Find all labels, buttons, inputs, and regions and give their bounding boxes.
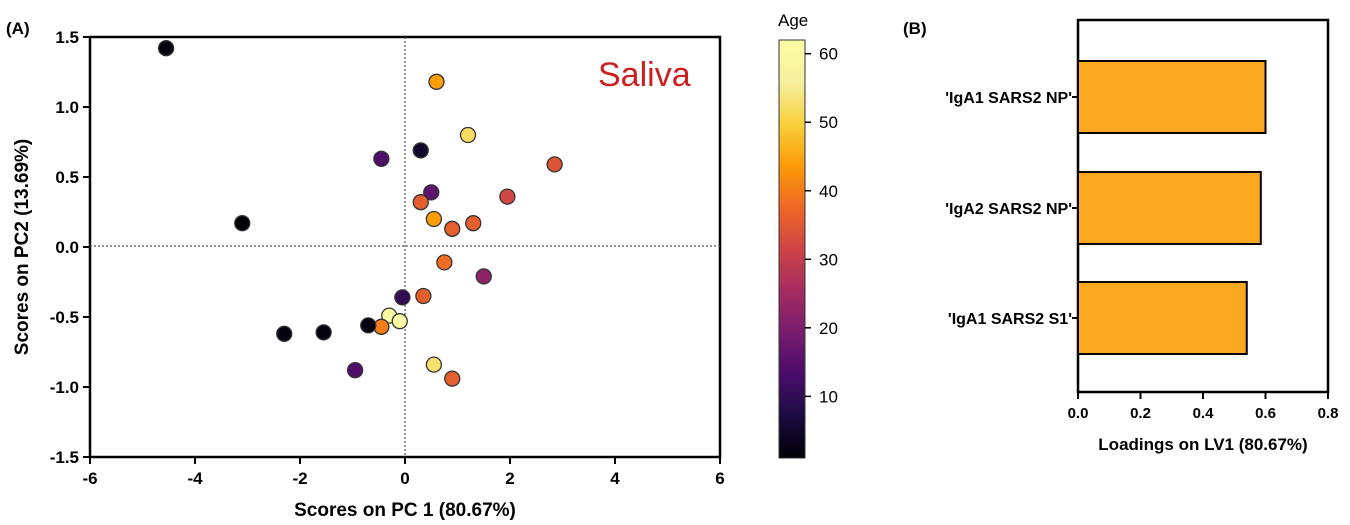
x-tick-label: -4 [187, 469, 203, 488]
y-tick-label: 0.5 [55, 168, 79, 187]
scatter-point [412, 194, 429, 211]
scatter-point [315, 324, 332, 341]
loading-bar [1077, 60, 1267, 134]
scatter-point [360, 317, 377, 334]
colorbar-gradient [778, 39, 806, 459]
scatter-point [465, 215, 482, 232]
scatter-point [499, 188, 516, 205]
panel-a-label: (A) [6, 19, 30, 38]
age-colorbar: Age 10 20 30 40 50 60 [778, 11, 838, 459]
loading-bars: 'IgA1 SARS2 NP' 'IgA2 SARS2 NP' 'IgA1 SARS… [945, 60, 1267, 355]
colorbar-tick-label: 40 [819, 182, 838, 201]
scatter-point [415, 287, 432, 305]
scatter-point [436, 254, 453, 271]
bar-x-tick-label: 0.2 [1130, 405, 1151, 422]
scatter-point [346, 362, 364, 379]
bar-category-label: 'IgA2 SARS2 NP' [945, 201, 1072, 218]
scatter-point [425, 210, 443, 228]
scatter-point [546, 156, 563, 173]
bar-x-tick-label: 0.6 [1255, 405, 1276, 422]
scatter-point [412, 142, 429, 159]
scatter-point [394, 289, 411, 306]
colorbar-tick-label: 30 [819, 250, 838, 269]
x-tick-label: -2 [292, 469, 307, 488]
bar-x-axis-ticks: 0.0 0.2 0.4 0.6 0.8 [1068, 392, 1339, 422]
scatter-point [428, 73, 445, 90]
y-tick-label: -1.5 [50, 448, 79, 467]
x-axis-title: Scores on PC 1 (80.67%) [294, 500, 516, 521]
x-tick-label: -6 [82, 469, 97, 488]
scatter-point [234, 215, 251, 232]
y-axis-title: Scores on PC2 (13.69%) [12, 139, 33, 355]
y-tick-label: 0.0 [55, 238, 79, 257]
y-tick-label: 1.0 [55, 98, 79, 117]
colorbar-ticks: 10 20 30 40 50 60 [805, 45, 838, 406]
bar-x-axis-title: Loadings on LV1 (80.67%) [1098, 435, 1307, 454]
panel-b: (B) 'IgA1 SARS2 NP''IgA2 SARS2 NP''IgA1 … [903, 18, 1339, 454]
x-tick-label: 2 [505, 469, 514, 488]
colorbar-title: Age [778, 11, 808, 30]
scatter-point [444, 370, 461, 387]
panel-b-label: (B) [903, 19, 927, 38]
y-axis-ticks: -1.5 -1.0 -0.5 0.0 0.5 1.0 1.5 [50, 28, 90, 467]
scatter-point [425, 356, 443, 373]
scatter-point [459, 126, 477, 144]
loading-bar [1077, 281, 1248, 355]
bar-category-label: 'IgA1 SARS2 NP' [945, 90, 1072, 107]
scatter-point [276, 325, 293, 342]
scatter-point [157, 40, 175, 57]
scatter-point [475, 268, 492, 285]
panel-a: (A) -6 -4 -2 0 2 4 6 -1.5-1.0-0.50.00.51.01.5 … [6, 19, 725, 521]
colorbar-tick-label: 60 [819, 45, 838, 64]
colorbar-tick-label: 50 [819, 113, 838, 132]
saliva-annotation: Saliva [598, 56, 691, 94]
bar-x-tick-label: 0.4 [1193, 405, 1215, 422]
scatter-point [373, 150, 390, 167]
scatter-points [157, 40, 563, 387]
y-tick-label: 1.5 [55, 28, 79, 47]
y-tick-label: -1.0 [50, 378, 79, 397]
bar-category-label: 'IgA1 SARS2 S1' [948, 311, 1072, 328]
scatter-point [444, 220, 461, 237]
scatter-point [391, 313, 408, 330]
colorbar-tick-label: 10 [819, 387, 838, 406]
loading-bar [1077, 171, 1262, 245]
x-tick-label: 6 [715, 469, 724, 488]
colorbar-tick-label: 20 [819, 319, 838, 338]
x-tick-label: 4 [610, 469, 620, 488]
y-tick-label: -0.5 [50, 308, 79, 327]
x-tick-label: 0 [400, 469, 409, 488]
x-axis-ticks: -6 -4 -2 0 2 4 6 [82, 457, 725, 488]
bar-x-tick-label: 0.8 [1318, 405, 1339, 422]
scatter-point [423, 184, 440, 201]
bar-x-tick-label: 0.0 [1068, 405, 1089, 422]
